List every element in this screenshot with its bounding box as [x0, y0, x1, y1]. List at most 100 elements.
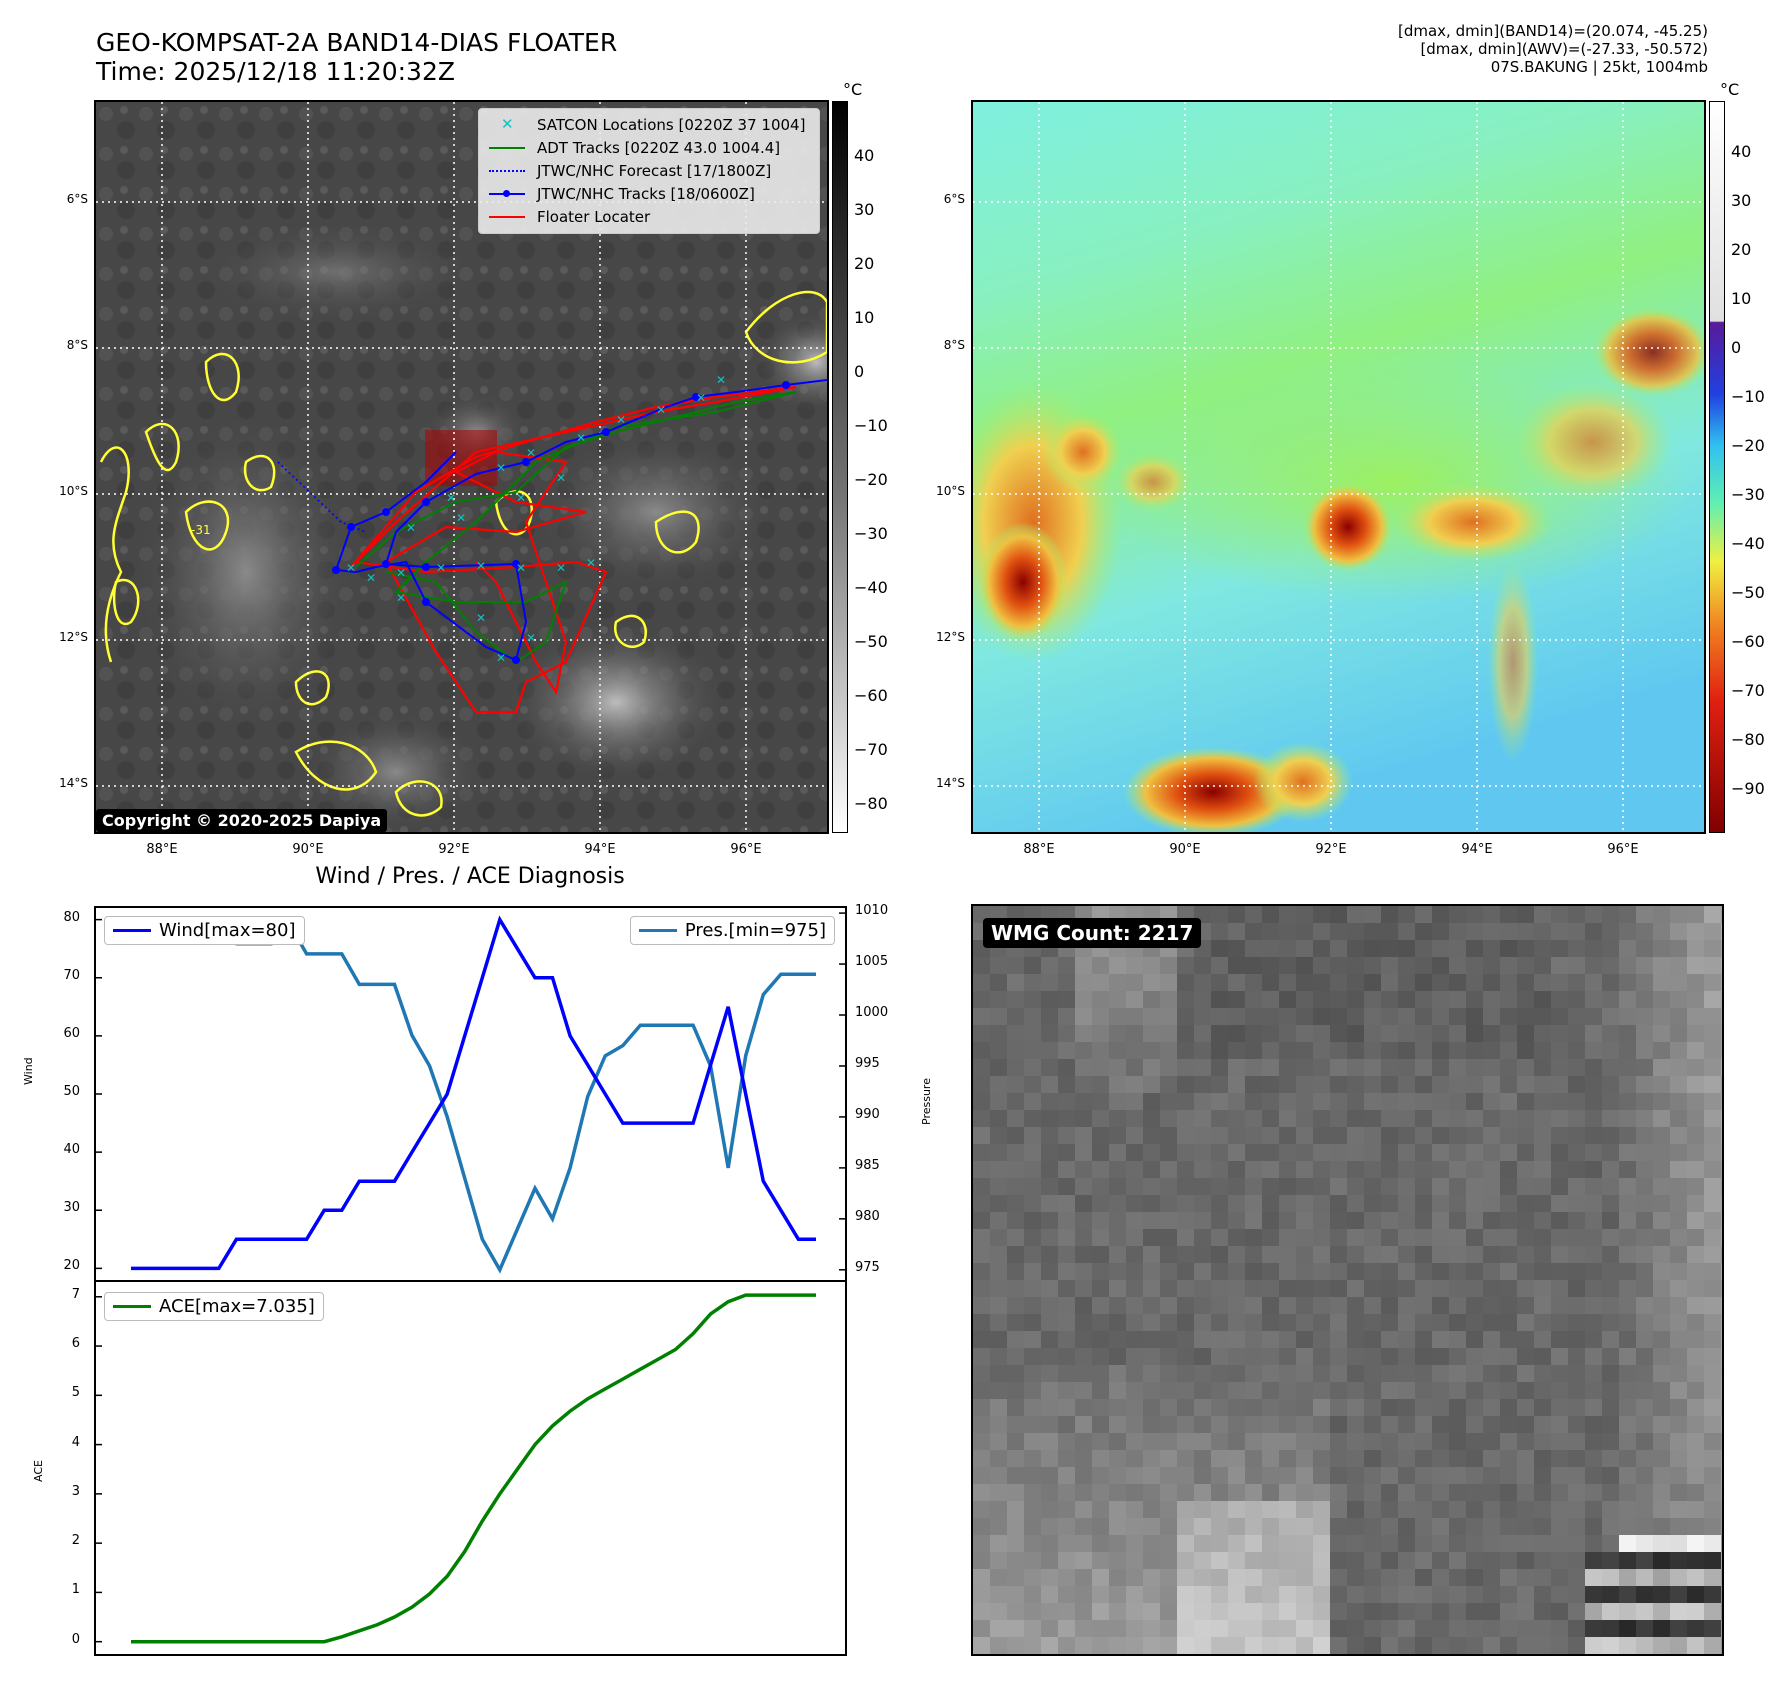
svg-text:✕: ✕ — [476, 611, 486, 625]
lat-label: 14°S — [936, 776, 965, 790]
map-gridlines — [973, 102, 1704, 832]
cb-tick: −80 — [1731, 730, 1765, 749]
svg-text:✕: ✕ — [496, 461, 506, 475]
lon-label: 90°E — [292, 842, 324, 857]
axis-tick-label: 980 — [855, 1208, 880, 1224]
cb-tick: 40 — [1731, 142, 1752, 161]
lat-label: 10°S — [936, 484, 965, 498]
wmg-pixel-grid — [973, 906, 1722, 1654]
moist-area — [1043, 412, 1123, 492]
legend-item-floater: Floater Locater — [479, 205, 819, 228]
moist-area — [1593, 307, 1704, 397]
cb-tick: −80 — [854, 794, 888, 813]
cb-tick: −60 — [854, 686, 888, 705]
wmg-panel: WMG Count: 2217 — [971, 904, 1724, 1656]
wind-pres-svg — [96, 912, 845, 1274]
info-block: [dmax, dmin](BAND14)=(20.074, -45.25) [d… — [1108, 22, 1708, 76]
colorbar-unit: °C — [1720, 80, 1740, 99]
moist-area — [978, 522, 1068, 642]
svg-text:✕: ✕ — [556, 561, 566, 575]
cb-tick: 0 — [854, 362, 865, 381]
cloud-area — [136, 412, 356, 732]
wind-legend-label: Wind[max=80] — [159, 920, 296, 941]
colorbar-left — [832, 101, 848, 833]
svg-text:✕: ✕ — [656, 403, 666, 417]
axis-tick-label: 20 — [63, 1258, 80, 1274]
legend-label: JTWC/NHC Forecast [17/1800Z] — [537, 161, 772, 180]
forecast-line-icon — [487, 163, 527, 179]
pres-legend: Pres.[min=975] — [629, 916, 835, 945]
wmg-count-badge: WMG Count: 2217 — [983, 918, 1202, 948]
ace-svg — [96, 1293, 816, 1644]
cb-tick: −70 — [854, 740, 888, 759]
info-line-2: [dmax, dmin](AWV)=(-27.33, -50.572) — [1420, 40, 1708, 58]
lon-label: 92°E — [438, 842, 470, 857]
legend-item-forecast: JTWC/NHC Forecast [17/1800Z] — [479, 159, 819, 182]
cb-tick: −60 — [1731, 632, 1765, 651]
cold-cloud-contours — [99, 290, 827, 817]
pres-legend-label: Pres.[min=975] — [684, 920, 826, 941]
ir-map-panel: -31 ✕ ✕ ✕ ✕ ✕ ✕ ✕ ✕ ✕ ✕ ✕ ✕ ✕ ✕ ✕ — [94, 100, 829, 834]
lon-label: 94°E — [1461, 842, 1493, 857]
cb-tick: −40 — [1731, 534, 1765, 553]
cb-tick: 20 — [854, 254, 875, 273]
wmg-pixels — [973, 906, 1722, 1654]
colorbar-unit: °C — [843, 80, 863, 99]
axis-tick-label: 2 — [71, 1533, 80, 1549]
cb-tick: 10 — [854, 308, 875, 327]
jtwc-track-points — [332, 381, 790, 664]
lat-label: 10°S — [59, 484, 88, 498]
pres-axis-label: Pressure — [920, 1078, 933, 1125]
cloud-area — [196, 222, 476, 322]
cb-tick: 30 — [1731, 191, 1752, 210]
forecast-track — [277, 461, 367, 533]
legend-label: ADT Tracks [0220Z 43.0 1004.4] — [537, 138, 781, 157]
axis-tick-label: 985 — [855, 1157, 880, 1173]
svg-text:✕: ✕ — [406, 521, 416, 535]
ace-line — [131, 1293, 816, 1644]
lon-label: 92°E — [1315, 842, 1347, 857]
colorbar-left-ticks: 40 30 20 10 0 −10 −20 −30 −40 −50 −60 −7… — [854, 101, 894, 833]
svg-text:✕: ✕ — [586, 556, 596, 570]
cb-tick: −40 — [854, 578, 888, 597]
svg-text:✕: ✕ — [516, 491, 526, 505]
ace-legend-label: ACE[max=7.035] — [159, 1296, 315, 1317]
pres-tick-labels: 1010 1005 1000 995 990 985 980 975 — [855, 903, 915, 1282]
lon-label: 94°E — [584, 842, 616, 857]
wind-line — [131, 915, 816, 1271]
ace-line-icon — [113, 1305, 151, 1308]
lat-label: 14°S — [59, 776, 88, 790]
svg-text:✕: ✕ — [516, 561, 526, 575]
lat-label: 6°S — [66, 192, 88, 206]
lat-label: 12°S — [59, 630, 88, 644]
axis-tick-label: 4 — [71, 1434, 80, 1450]
legend-item-tracks: JTWC/NHC Tracks [18/0600Z] — [479, 182, 819, 205]
chart-title-line2: Time: 2025/12/18 11:20:32Z — [96, 57, 455, 86]
pressure-line — [131, 920, 816, 1274]
axis-tick-label: 50 — [63, 1084, 80, 1099]
floater-track — [350, 385, 797, 714]
map-legend: ✕ SATCON Locations [0220Z 37 1004] ADT T… — [478, 108, 820, 234]
axis-tick-label: 70 — [63, 967, 80, 983]
svg-text:✕: ✕ — [526, 631, 536, 645]
legend-label: Floater Locater — [537, 207, 651, 226]
svg-text:✕: ✕ — [446, 491, 456, 505]
cb-tick: −50 — [854, 632, 888, 651]
cb-tick: −30 — [854, 524, 888, 543]
colorbar-right-ticks: 40 30 20 10 0 −10 −20 −30 −40 −50 −60 −7… — [1731, 101, 1771, 833]
legend-item-satcon: ✕ SATCON Locations [0220Z 37 1004] — [479, 113, 819, 136]
svg-text:✕: ✕ — [396, 591, 406, 605]
awv-map-panel — [971, 100, 1706, 834]
svg-text:✕: ✕ — [366, 571, 376, 585]
svg-text:✕: ✕ — [556, 471, 566, 485]
axis-tick-label: 6 — [71, 1336, 80, 1352]
lat-label: 12°S — [936, 630, 965, 644]
floater-line-icon — [487, 209, 527, 225]
moist-area — [1113, 452, 1193, 512]
pres-line-icon — [638, 929, 677, 932]
axis-tick-label: 5 — [71, 1385, 80, 1401]
svg-text:✕: ✕ — [696, 391, 706, 405]
wind-axis-label: Wind — [22, 1057, 35, 1085]
svg-text:✕: ✕ — [396, 566, 406, 580]
svg-text:✕: ✕ — [346, 561, 356, 575]
